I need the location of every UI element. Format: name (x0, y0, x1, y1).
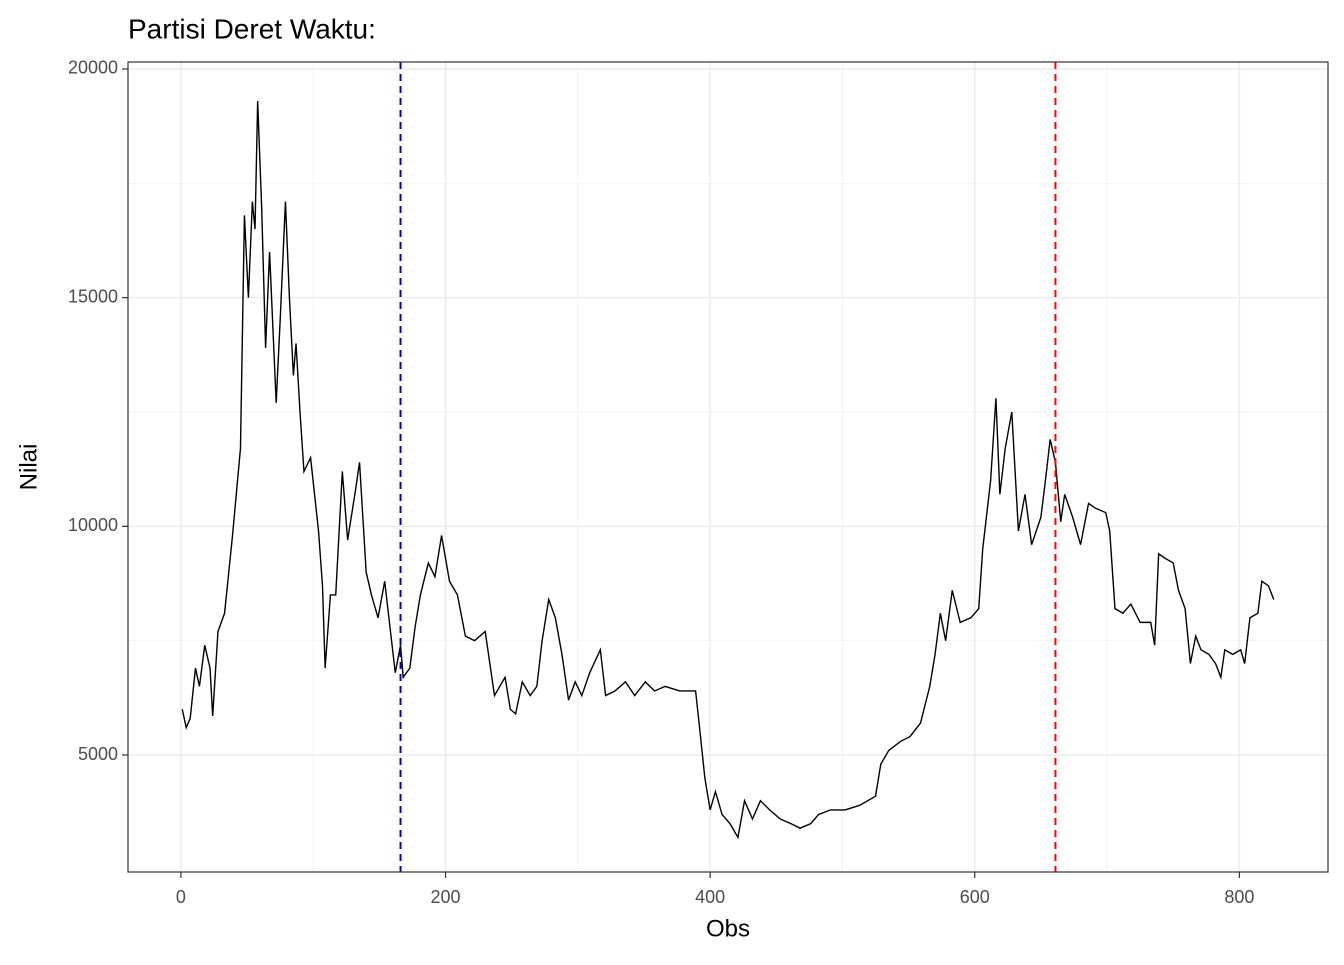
chart-title: Partisi Deret Waktu: (128, 13, 376, 44)
y-tick-label: 15000 (68, 286, 118, 306)
panel-border (127, 61, 1329, 873)
y-tick-label: 20000 (68, 58, 118, 78)
x-tick-label: 200 (431, 887, 461, 907)
x-tick-label: 400 (695, 887, 725, 907)
y-axis-title: Nilai (15, 444, 42, 491)
x-tick-label: 600 (960, 887, 990, 907)
series-line (181, 100, 1275, 840)
x-tick-label: 0 (176, 887, 186, 907)
y-tick-label: 5000 (78, 744, 118, 764)
y-tick-label: 10000 (68, 515, 118, 535)
x-axis-title: Obs (706, 915, 750, 942)
x-tick-label: 800 (1224, 887, 1254, 907)
